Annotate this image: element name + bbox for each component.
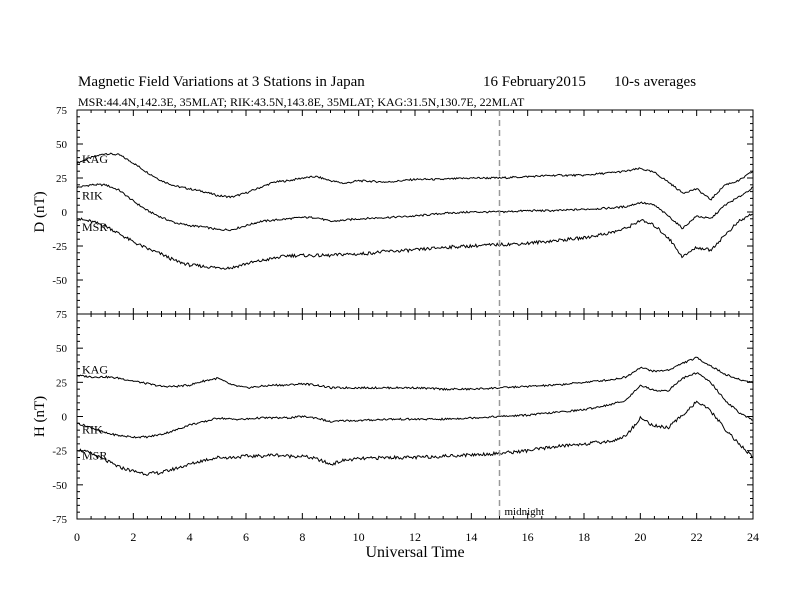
series-line-kag — [76, 152, 754, 201]
averaging-note: 10-s averages — [614, 74, 697, 90]
x-tick-label: 20 — [634, 530, 646, 544]
series-label-msr: MSR — [82, 448, 107, 462]
series-line-msr — [76, 213, 753, 270]
y-tick-label: 25 — [56, 173, 68, 185]
y-axis-label: H (nT) — [32, 396, 48, 437]
series-label-rik: RIK — [82, 422, 103, 436]
y-tick-label: 50 — [56, 139, 68, 151]
y-tick-label: -50 — [52, 480, 67, 492]
x-tick-label: 22 — [691, 530, 703, 544]
series-line-msr — [77, 400, 754, 476]
x-axis-label: Universal Time — [365, 544, 464, 561]
panel-frame — [76, 109, 754, 315]
chart-date: 16 February2015 — [483, 74, 586, 90]
y-tick-label: 0 — [62, 412, 68, 424]
midnight-label: midnight — [505, 506, 545, 518]
y-tick-label: -25 — [52, 446, 67, 458]
series-line-rik — [76, 183, 754, 232]
series-line-rik — [76, 372, 754, 439]
y-axis-label: D (nT) — [32, 191, 48, 232]
series-label-kag: KAG — [82, 363, 108, 377]
y-tick-label: 25 — [56, 377, 68, 389]
y-tick-label: -50 — [52, 275, 67, 287]
x-tick-label: 10 — [353, 530, 365, 544]
x-tick-label: 0 — [74, 530, 80, 544]
y-tick-label: 75 — [56, 105, 68, 117]
x-tick-label: 18 — [578, 530, 590, 544]
y-tick-label: 75 — [56, 309, 68, 321]
x-tick-label: 16 — [522, 530, 534, 544]
x-tick-label: 4 — [187, 530, 193, 544]
series-label-rik: RIK — [82, 189, 103, 203]
x-tick-label: 8 — [299, 530, 305, 544]
y-tick-label: 0 — [62, 207, 68, 219]
chart-title: Magnetic Field Variations at 3 Stations … — [78, 74, 365, 90]
series-label-kag: KAG — [82, 152, 108, 166]
station-info: MSR:44.4N,142.3E, 35MLAT; RIK:43.5N,143.… — [78, 95, 525, 109]
x-tick-label: 24 — [747, 530, 759, 544]
x-tick-label: 14 — [465, 530, 477, 544]
x-tick-label: 2 — [130, 530, 136, 544]
y-tick-label: -25 — [52, 241, 67, 253]
x-tick-label: 12 — [409, 530, 421, 544]
series-line-kag — [76, 356, 754, 391]
panel-frame — [76, 313, 754, 520]
y-tick-label: -75 — [52, 514, 67, 526]
series-label-msr: MSR — [82, 220, 107, 234]
y-tick-label: 50 — [56, 343, 68, 355]
x-tick-label: 6 — [243, 530, 249, 544]
